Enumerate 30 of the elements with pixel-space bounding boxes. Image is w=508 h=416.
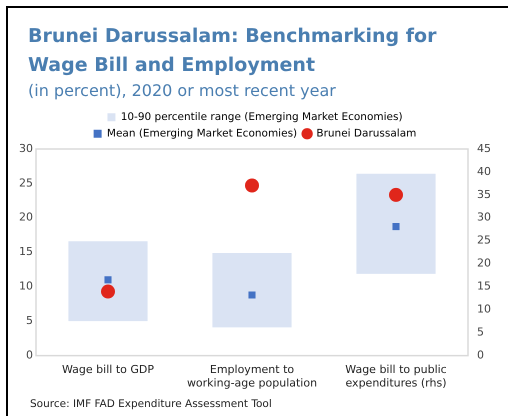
source-note: Source: IMF FAD Expenditure Assessment Tool bbox=[30, 398, 272, 410]
y2-tick-label: 40 bbox=[477, 164, 492, 178]
y-tick-label: 5 bbox=[26, 314, 33, 328]
y2-tick-label: 10 bbox=[477, 302, 492, 316]
point bbox=[104, 276, 112, 284]
y-tick-label: 20 bbox=[18, 210, 33, 224]
x-tick-label: Wage bill to public expenditures (rhs) bbox=[345, 363, 447, 390]
y2-tick-label: 35 bbox=[477, 188, 492, 201]
y2-tick-label: 45 bbox=[477, 142, 492, 155]
y2-tick-label: 30 bbox=[477, 210, 492, 224]
y-tick-label: 10 bbox=[18, 280, 33, 293]
y2-tick-label: 5 bbox=[477, 326, 484, 339]
legend-label: 10-90 percentile range (Emerging Market Economies) bbox=[120, 110, 403, 123]
y2-tick-label: 15 bbox=[477, 280, 492, 293]
chart-subtitle: (in percent), 2020 or most recent year bbox=[28, 81, 336, 100]
point bbox=[248, 291, 256, 299]
y2-tick-label: 20 bbox=[477, 256, 492, 270]
chart-title: Brunei Darussalam: Benchmarking for Wage Bill and Employment bbox=[28, 24, 438, 78]
legend-label: Mean (Emerging Market Economies) bbox=[106, 127, 298, 140]
x-tick-label: Employment to working-age population bbox=[186, 363, 318, 390]
point bbox=[101, 284, 115, 299]
legend-label: Brunei Darussalam bbox=[316, 127, 416, 140]
y2-tick-label: 25 bbox=[477, 234, 492, 247]
y-tick-label: 15 bbox=[18, 245, 33, 258]
y2-tick-label: 0 bbox=[477, 348, 484, 362]
y-tick-label: 25 bbox=[18, 176, 33, 190]
point bbox=[245, 178, 259, 192]
y-tick-label: 30 bbox=[18, 142, 33, 155]
x-tick-label: Wage bill to GDP bbox=[62, 363, 154, 376]
y-tick-label: 0 bbox=[26, 348, 33, 362]
